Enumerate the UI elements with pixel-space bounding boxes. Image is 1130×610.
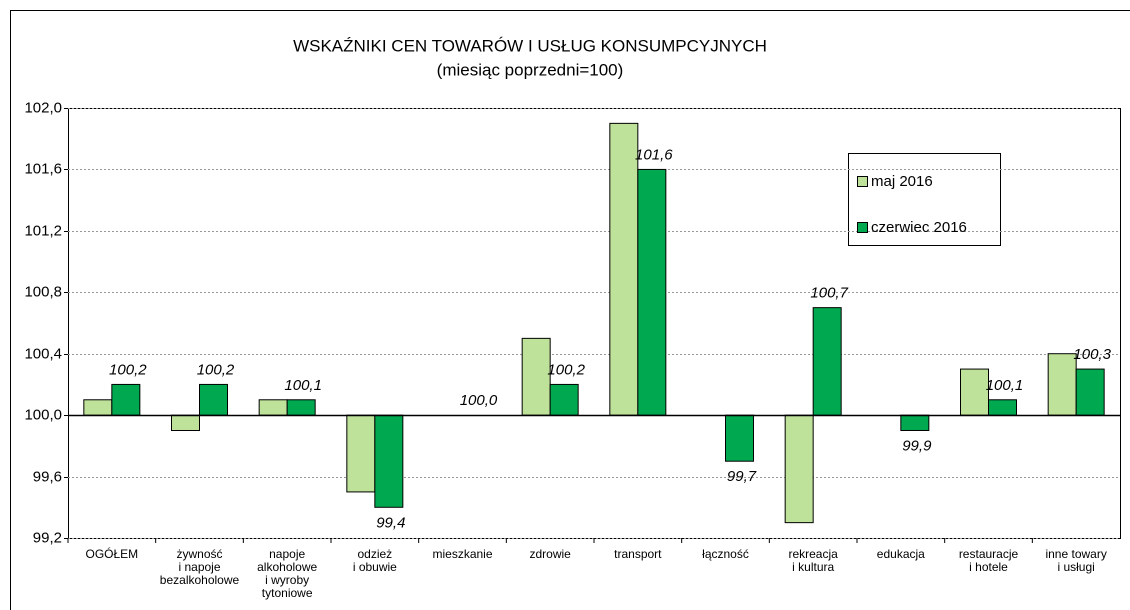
bar	[111, 383, 141, 416]
bar	[812, 307, 842, 416]
y-tick-label: 99,6	[33, 468, 62, 485]
chart-title: WSKAŹNIKI CEN TOWARÓW I USŁUG KONSUMPCYJ…	[293, 36, 767, 55]
y-tick-label: 100,0	[24, 406, 62, 423]
data-label: 100,3	[1073, 346, 1111, 363]
data-label: 100,0	[460, 392, 498, 409]
data-label: 100,2	[547, 361, 585, 378]
bar	[521, 337, 551, 416]
y-tick-label: 99,2	[33, 529, 62, 546]
y-tick-label: 102,0	[24, 99, 62, 116]
x-tick-label: rekreacja i kultura	[788, 547, 838, 574]
bar	[549, 383, 579, 416]
x-tick-label: OGÓŁEM	[85, 547, 139, 561]
x-tick-label: transport	[614, 547, 662, 561]
legend-swatch	[857, 222, 868, 233]
bar	[83, 399, 113, 416]
bar	[1047, 353, 1077, 416]
data-label: 100,7	[810, 285, 848, 302]
y-tick-label: 100,8	[24, 283, 62, 300]
y-tick-label: 101,6	[24, 160, 62, 177]
x-tick-label: edukacja	[876, 547, 925, 561]
data-label: 99,7	[727, 468, 757, 485]
bar	[1075, 368, 1105, 416]
y-tick-label: 100,4	[24, 345, 62, 362]
bar	[346, 414, 376, 493]
data-label: 101,6	[635, 146, 673, 163]
legend-box	[848, 153, 1001, 246]
data-label: 100,2	[197, 361, 235, 378]
chart-frame	[10, 10, 1130, 610]
x-tick-label: napoje alkoholowe i wyroby tytoniowe	[257, 547, 318, 600]
bar	[199, 383, 228, 416]
x-tick-label: restauracje i hotele	[958, 547, 1019, 574]
data-label: 100,1	[284, 377, 322, 394]
chart-subtitle: (miesiąc poprzedni=100)	[437, 60, 624, 79]
x-tick-label: mieszkanie	[432, 547, 493, 561]
data-label: 100,2	[109, 361, 147, 378]
legend-label: czerwiec 2016	[871, 219, 967, 236]
bar	[784, 414, 814, 524]
bar	[286, 399, 316, 416]
data-label: 99,4	[376, 514, 405, 531]
x-tick-label: zdrowie	[529, 547, 571, 561]
bar	[258, 399, 288, 416]
y-tick-label: 101,2	[24, 222, 62, 239]
bar	[609, 122, 639, 416]
x-tick-label: odzież i obuwie	[352, 547, 397, 574]
bar	[171, 414, 200, 431]
x-tick-label: inne towary i usługi	[1045, 547, 1107, 574]
bar	[374, 414, 404, 508]
x-tick-label: żywność i napoje bezalkoholowe	[159, 547, 240, 587]
bar	[960, 368, 989, 416]
data-label: 100,1	[986, 377, 1024, 394]
bar	[725, 414, 754, 462]
legend-swatch	[857, 176, 868, 187]
bar	[637, 168, 667, 416]
bar	[900, 414, 930, 431]
legend-label: maj 2016	[871, 173, 933, 190]
data-label: 99,9	[902, 437, 932, 454]
x-tick-label: łączność	[702, 547, 749, 561]
bar	[988, 399, 1017, 416]
